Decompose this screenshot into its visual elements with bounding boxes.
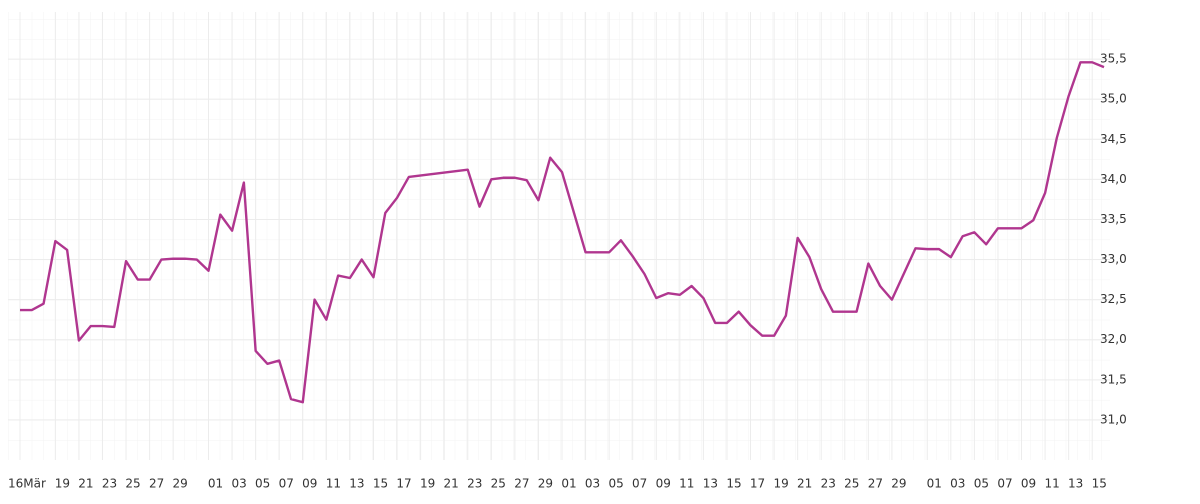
- x-tick-label: 01: [208, 477, 223, 491]
- y-tick-label: 32,0: [1100, 332, 1127, 346]
- x-tick-label: 13: [349, 477, 364, 491]
- x-tick-label: 09: [1021, 477, 1036, 491]
- x-tick-label: 27: [514, 477, 529, 491]
- x-tick-label: 11: [326, 477, 341, 491]
- x-tick-label: 19: [420, 477, 435, 491]
- x-tick-label: 21: [78, 477, 93, 491]
- x-tick-label: 29: [538, 477, 553, 491]
- y-tick-label: 34,5: [1100, 132, 1127, 146]
- x-tick-label: 11: [1044, 477, 1059, 491]
- y-tick-label: 33,0: [1100, 252, 1127, 266]
- x-tick-label: 07: [279, 477, 294, 491]
- y-tick-label: 35,0: [1100, 92, 1127, 106]
- y-tick-label: 32,5: [1100, 292, 1127, 306]
- y-tick-label: 31,5: [1100, 372, 1127, 386]
- minor-grid: [8, 12, 1110, 460]
- x-tick-label: 21: [444, 477, 459, 491]
- x-tick-label: 25: [125, 477, 140, 491]
- x-tick-label: 21: [797, 477, 812, 491]
- y-tick-label: 33,5: [1100, 212, 1127, 226]
- x-tick-label: 05: [608, 477, 623, 491]
- x-tick-label: 13: [703, 477, 718, 491]
- x-tick-label: 07: [997, 477, 1012, 491]
- x-tick-label: 15: [726, 477, 741, 491]
- x-tick-label: 17: [396, 477, 411, 491]
- x-tick-label: 23: [467, 477, 482, 491]
- x-tick-label: 25: [844, 477, 859, 491]
- x-tick-label: 07: [632, 477, 647, 491]
- x-tick-label: 15: [1092, 477, 1107, 491]
- y-tick-label: 35,5: [1100, 52, 1127, 66]
- x-tick-label: 11: [679, 477, 694, 491]
- y-tick-label: 34,0: [1100, 172, 1127, 186]
- x-tick-label: 25: [491, 477, 506, 491]
- x-tick-label: 03: [585, 477, 600, 491]
- x-tick-label: 09: [656, 477, 671, 491]
- x-tick-label: 01: [561, 477, 576, 491]
- x-tick-label: 27: [149, 477, 164, 491]
- x-tick-label: 03: [950, 477, 965, 491]
- x-tick-label: 15: [373, 477, 388, 491]
- x-tick-label: 23: [102, 477, 117, 491]
- x-tick-label: 05: [255, 477, 270, 491]
- x-tick-label: 01: [927, 477, 942, 491]
- x-tick-label: 03: [231, 477, 246, 491]
- x-tick-label: 27: [868, 477, 883, 491]
- x-tick-label: 19: [55, 477, 70, 491]
- x-tick-label: 29: [891, 477, 906, 491]
- x-tick-label: 16Mär: [8, 477, 46, 491]
- x-tick-label: 23: [821, 477, 836, 491]
- x-tick-label: 09: [302, 477, 317, 491]
- x-tick-label: 19: [773, 477, 788, 491]
- x-tick-label: 05: [974, 477, 989, 491]
- y-tick-label: 31,0: [1100, 412, 1127, 426]
- line: [20, 61, 1105, 404]
- x-tick-label: 29: [173, 477, 188, 491]
- x-tick-label: 13: [1068, 477, 1083, 491]
- x-tick-label: 17: [750, 477, 765, 491]
